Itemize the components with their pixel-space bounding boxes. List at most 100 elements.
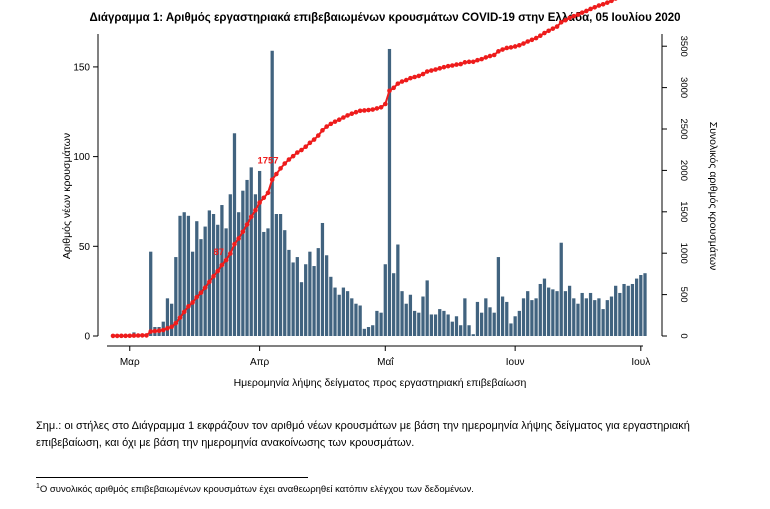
footnote-divider xyxy=(36,477,308,478)
bar xyxy=(337,294,341,336)
cumulative-point xyxy=(131,333,137,338)
cumulative-point xyxy=(424,69,430,74)
bar xyxy=(446,314,450,336)
y-axis-label: Αριθμός νέων κρουσμάτων xyxy=(61,133,73,259)
cumulative-point xyxy=(173,320,179,326)
cumulative-point xyxy=(181,309,187,315)
bar xyxy=(517,310,521,336)
bar xyxy=(270,50,274,336)
bar xyxy=(266,228,270,336)
cumulative-point xyxy=(232,241,237,247)
y2-tick-label: 500 xyxy=(678,287,689,303)
cumulative-point xyxy=(588,6,593,12)
bar xyxy=(379,312,383,336)
bar xyxy=(262,231,266,336)
cumulative-point xyxy=(517,43,522,48)
bar xyxy=(496,257,501,336)
bar xyxy=(165,298,170,336)
y2-tick-label: 0 xyxy=(678,333,689,338)
bar xyxy=(383,264,387,336)
cumulative-point xyxy=(332,119,338,124)
chart-title: Διάγραμμα 1: Αριθμός εργαστηριακά επιβεβ… xyxy=(89,12,681,24)
cumulative-point xyxy=(579,10,585,15)
cumulative-point xyxy=(584,8,589,14)
cumulative-point xyxy=(416,73,422,79)
cumulative-point xyxy=(387,88,392,94)
bar xyxy=(220,205,224,336)
y2-tick-label: 1500 xyxy=(678,201,689,222)
cumulative-point xyxy=(140,333,145,338)
cumulative-point xyxy=(399,79,405,84)
cumulative-point xyxy=(198,290,204,296)
cumulative-point xyxy=(491,52,497,58)
bar xyxy=(375,310,379,336)
cumulative-point xyxy=(177,315,183,320)
cumulative-point xyxy=(244,222,250,227)
cumulative-point xyxy=(303,144,308,150)
cumulative-point xyxy=(165,326,170,331)
cumulative-point xyxy=(554,24,560,29)
bar xyxy=(216,224,220,336)
bar xyxy=(253,194,258,336)
bar xyxy=(480,312,484,336)
x-tick-label: Μαΐ xyxy=(377,356,394,368)
cumulative-point xyxy=(282,161,288,166)
bar xyxy=(237,212,241,336)
bar xyxy=(392,273,396,336)
cumulative-point xyxy=(240,229,246,235)
x-tick-label: Ιουλ xyxy=(631,357,650,368)
cumulative-point xyxy=(123,333,128,339)
bar xyxy=(232,133,237,336)
bar xyxy=(521,298,526,336)
bar xyxy=(228,194,232,336)
cumulative-point xyxy=(483,55,489,60)
y-tick-label: 150 xyxy=(73,62,90,73)
chart: 8717573519 05010015005001000150020002500… xyxy=(61,0,719,389)
bar xyxy=(329,276,333,336)
bar xyxy=(274,214,279,336)
bar xyxy=(404,303,408,336)
bar xyxy=(593,300,597,336)
bar xyxy=(366,327,371,336)
bar xyxy=(563,291,568,336)
bar xyxy=(257,170,262,336)
x-tick-label: Ιουν xyxy=(506,357,525,368)
cumulative-point xyxy=(119,333,124,339)
cumulative-label: 1757 xyxy=(257,155,278,166)
cumulative-point xyxy=(366,107,371,113)
x-tick-label: Απρ xyxy=(250,357,270,368)
footnote: 1Ο συνολικός αριθμός επιβεβαιωμένων κρου… xyxy=(36,483,474,495)
bar xyxy=(421,296,425,336)
cumulative-point xyxy=(487,53,493,59)
bar xyxy=(350,298,354,336)
bar xyxy=(626,285,630,336)
bar xyxy=(530,300,534,336)
cumulative-point xyxy=(135,333,141,338)
bar xyxy=(341,287,346,336)
bar xyxy=(513,316,517,336)
cumulative-point xyxy=(504,45,510,51)
bar xyxy=(182,212,186,336)
cumulative-point xyxy=(307,140,313,146)
cumulative-point xyxy=(286,157,292,162)
bar xyxy=(417,312,421,336)
bar xyxy=(207,210,211,336)
bar xyxy=(559,242,563,336)
bar xyxy=(588,292,593,336)
cumulative-point xyxy=(290,153,296,159)
bar xyxy=(467,325,471,336)
bar xyxy=(622,283,626,336)
y2-tick-label: 1000 xyxy=(678,243,689,264)
cumulative-point xyxy=(533,35,539,41)
bar xyxy=(597,298,601,336)
cumulative-point xyxy=(274,171,279,177)
cumulative-point xyxy=(521,41,526,46)
bar xyxy=(614,285,618,336)
bar xyxy=(484,298,488,336)
cumulative-point xyxy=(378,105,384,110)
cumulative-label: 3519 xyxy=(666,0,687,3)
cumulative-label: 87 xyxy=(214,247,225,258)
chart-note: Σημ.: οι στήλες στο Διάγραμμα 1 εκφράζου… xyxy=(36,420,690,449)
bar xyxy=(316,248,320,336)
bar xyxy=(178,215,182,336)
